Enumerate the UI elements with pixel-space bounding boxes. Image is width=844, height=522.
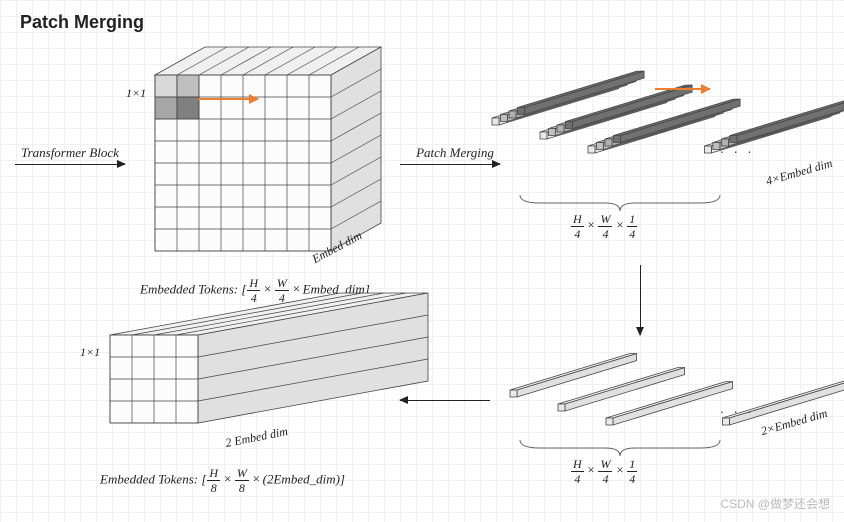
watermark: CSDN @做梦还会想 (720, 495, 830, 512)
caption-bottom-bars: H4×W4×14 (570, 458, 638, 485)
brace-bottom-right (520, 440, 720, 458)
label-1x1-bottom: 1×1 (80, 345, 100, 360)
caption-bottom-cube: Embedded Tokens: [H8×W8×(2Embed_dim)] (100, 467, 345, 494)
dots-bottom: . . . (720, 400, 754, 416)
